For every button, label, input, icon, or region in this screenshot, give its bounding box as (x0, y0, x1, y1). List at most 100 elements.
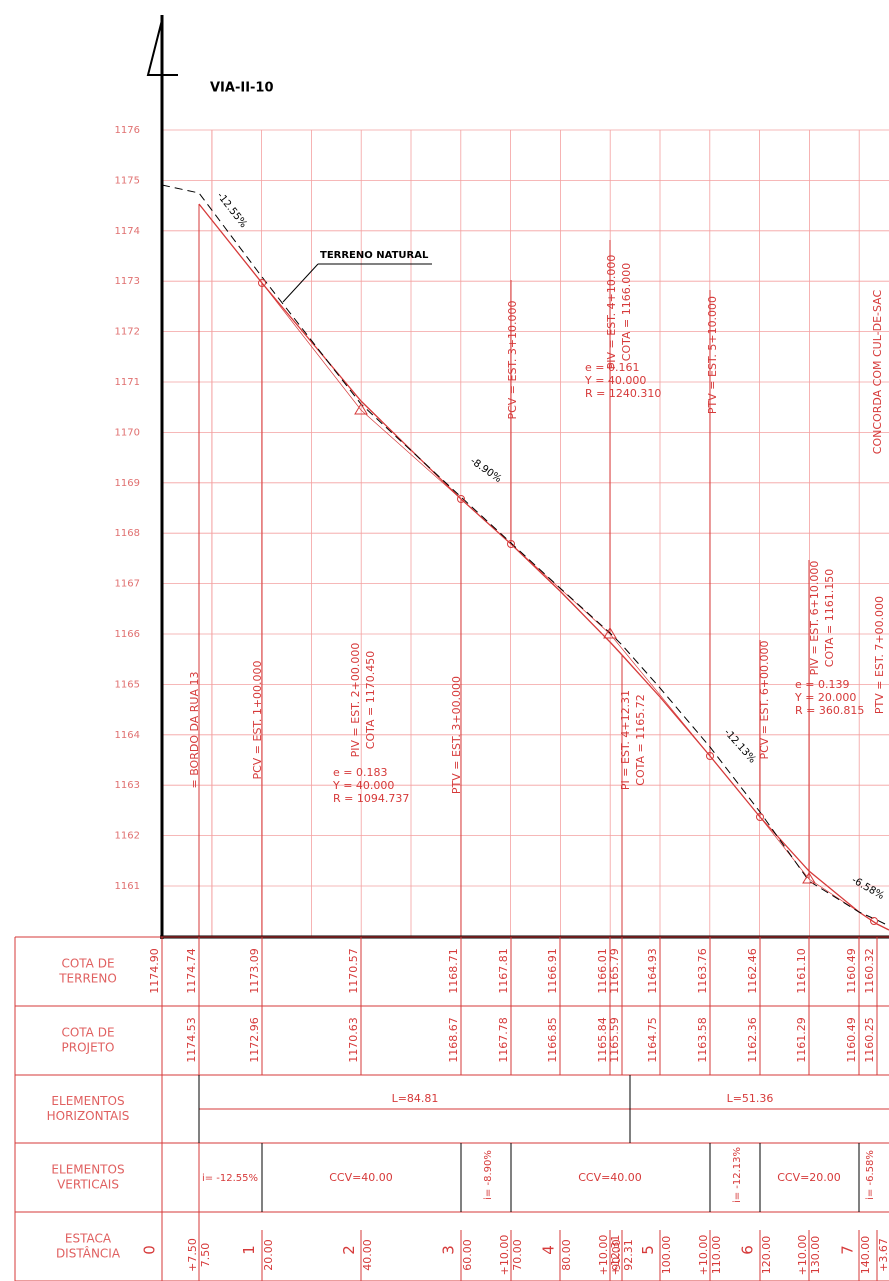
distancia: 120.00 (760, 1236, 773, 1275)
horizontal-element: L=84.81 (392, 1092, 439, 1105)
grade-label: -8.90% (468, 456, 503, 485)
cota-terreno: 1161.10 (795, 948, 808, 994)
row-header: ESTACA (65, 1232, 112, 1246)
vertical-element: i= -8.90% (483, 1150, 494, 1200)
estaca: 3 (440, 1245, 458, 1255)
distancia: +12.31 (609, 1235, 622, 1276)
grid (161, 129, 889, 937)
cota-projeto: 1167.78 (497, 1017, 510, 1063)
estaca: 6 (739, 1245, 757, 1255)
grade-label: -12.13% (722, 727, 758, 765)
distancia: 90.00 (610, 1239, 623, 1271)
distancia: 140.00 (859, 1236, 872, 1275)
terrain-line (161, 184, 889, 927)
annotation: PCV = EST. 3+10.000 (506, 300, 519, 419)
distancia: 40.00 (361, 1239, 374, 1271)
tangent (759, 816, 860, 913)
table (14, 936, 889, 1281)
cota-projeto: 1160.49 (845, 1017, 858, 1063)
row-header: HORIZONTAIS (47, 1109, 130, 1123)
cota-projeto: 1170.63 (347, 1017, 360, 1063)
annotation: COTA = 1166.000 (620, 263, 633, 361)
y-label: 1164 (115, 730, 140, 741)
distancia: 92.31 (622, 1239, 635, 1271)
y-label: 1173 (115, 276, 140, 287)
row-header: TERRENO (58, 972, 117, 986)
y-label: 1163 (115, 780, 140, 791)
cota-terreno: 1160.49 (845, 948, 858, 994)
cota-terreno: 1167.81 (497, 948, 510, 994)
distancia: 110.00 (710, 1236, 723, 1275)
annotation: Y = 40.000 (584, 374, 646, 387)
annotation: e = 0.161 (585, 361, 639, 374)
y-label: 1161 (115, 881, 140, 892)
vertical-element: CCV=40.00 (329, 1171, 393, 1184)
y-label: 1162 (115, 831, 140, 842)
annotation: = BORDO DA RUA 13 (188, 671, 201, 788)
row-header: PROJETO (62, 1041, 115, 1055)
annotation: Y = 20.000 (794, 691, 856, 704)
annotation: PIV = EST. 2+00.000 (349, 643, 362, 758)
cota-projeto: 1166.85 (546, 1017, 559, 1063)
row-header: ELEMENTOS (51, 1094, 124, 1108)
estaca: 0 (141, 1245, 159, 1255)
vertical-element: i= -6.58% (865, 1150, 876, 1200)
distancia: 60.00 (461, 1239, 474, 1271)
estaca: 5 (639, 1245, 657, 1255)
cota-projeto: 1162.36 (746, 1017, 759, 1063)
y-label: 1167 (115, 579, 140, 590)
distancia: +10.00 (796, 1235, 809, 1276)
row-header: ELEMENTOS (51, 1163, 124, 1177)
cota-terreno: 1166.01 (596, 948, 609, 994)
cota-projeto: 1164.75 (646, 1017, 659, 1063)
y-label: 1172 (115, 327, 140, 338)
y-label: 1170 (115, 427, 140, 438)
terrain-label: TERRENO NATURAL (320, 250, 429, 261)
distancia: 130.00 (809, 1236, 822, 1275)
grade-label: -12.55% (214, 190, 248, 230)
row-header: COTA DE (61, 957, 114, 971)
cota-projeto: 1165.59 (608, 1017, 621, 1063)
annotation-lines (198, 204, 810, 937)
tangent (261, 282, 462, 500)
cota-terreno: 1170.57 (347, 948, 360, 994)
distancia: +10.00 (697, 1235, 710, 1276)
distancia: +3.67 (877, 1238, 889, 1272)
annotation: PTV = EST. 7+00.000 (873, 596, 886, 714)
annotation: e = 0.183 (333, 766, 387, 779)
horizontal-element: L=51.36 (727, 1092, 774, 1105)
annotation: R = 360.815 (795, 704, 864, 717)
row-header: VERTICAIS (57, 1178, 119, 1192)
annotation: PCV = EST. 1+00.000 (251, 660, 264, 779)
annotation: PCV = EST. 6+00.000 (758, 640, 771, 759)
vertical-element: i= -12.13% (732, 1147, 743, 1203)
cota-projeto: 1165.84 (596, 1017, 609, 1063)
y-label: 1169 (115, 478, 140, 489)
y-label: 1171 (115, 377, 140, 388)
cota-terreno: 1174.74 (185, 948, 198, 994)
y-label: 1175 (115, 175, 140, 186)
project-line (198, 203, 889, 931)
cota-projeto: 1174.53 (185, 1017, 198, 1063)
cota-terreno: 1174.90 (148, 948, 161, 994)
annotation: Y = 40.000 (332, 779, 394, 792)
title: VIA-II-10 (210, 81, 274, 96)
cota-projeto: 1161.29 (795, 1017, 808, 1063)
distancia: 80.00 (560, 1239, 573, 1271)
cota-terreno: 1165.79 (608, 948, 621, 994)
cota-terreno: 1164.93 (646, 948, 659, 994)
distancia: 70.00 (511, 1239, 524, 1271)
vertical-element: CCV=20.00 (777, 1171, 841, 1184)
curve-points (258, 279, 878, 925)
annotation: R = 1240.310 (585, 387, 661, 400)
cota-terreno: 1163.76 (696, 948, 709, 994)
grade-label: -6.58% (850, 875, 886, 902)
annotation: R = 1094.737 (333, 792, 409, 805)
estaca: 2 (340, 1245, 358, 1255)
y-label: 1166 (115, 629, 140, 640)
distancia: +7.50 (186, 1238, 199, 1272)
y-label: 1174 (115, 226, 140, 237)
annotation: COTA = 1161.150 (823, 569, 836, 667)
annotation: COTA = 1165.72 (634, 694, 647, 785)
distancia: 7.50 (199, 1243, 212, 1268)
